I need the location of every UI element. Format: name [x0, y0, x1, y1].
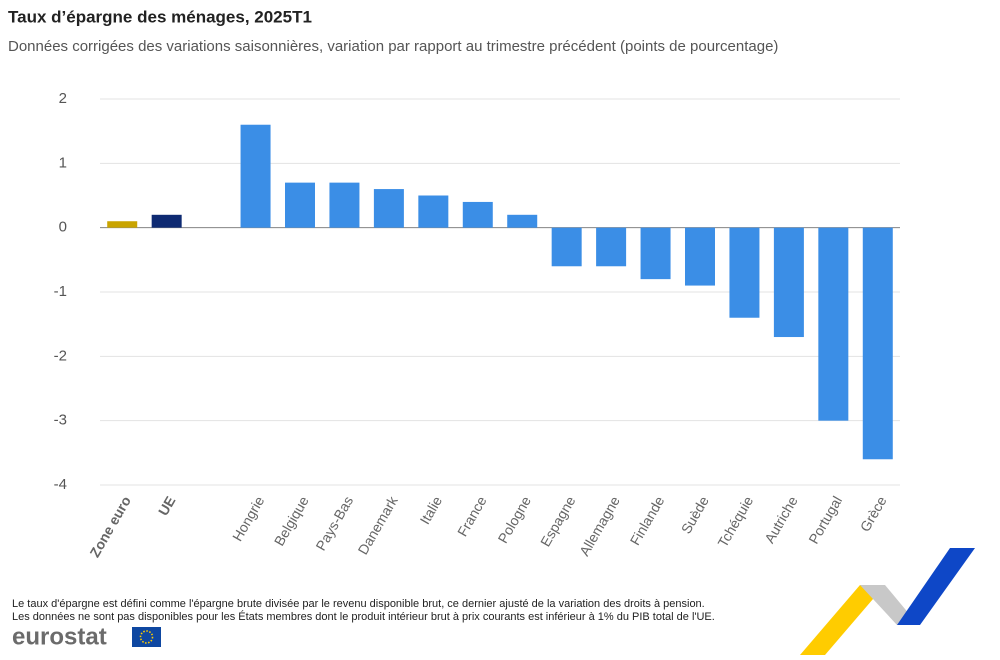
- decoration: [800, 548, 975, 655]
- y-tick-label: -2: [54, 347, 67, 364]
- footnote: Le taux d'épargne est défini comme l'épa…: [12, 598, 705, 610]
- x-tick-label: Espagne: [537, 493, 579, 549]
- logo-text: eurostat: [12, 623, 107, 650]
- bar: [329, 182, 360, 228]
- x-tick-label: Suède: [678, 493, 712, 536]
- x-tick-label: Italie: [416, 493, 445, 527]
- bar: [640, 227, 671, 280]
- bar: [151, 214, 182, 228]
- bar: [418, 195, 449, 228]
- x-tick-label: Finlande: [627, 493, 668, 548]
- bar: [507, 214, 538, 228]
- x-tick-label: Autriche: [761, 493, 801, 546]
- x-tick-label: Portugal: [805, 493, 845, 546]
- y-tick-label: 2: [59, 90, 67, 107]
- chart-subtitle: Données corrigées des variations saisonn…: [8, 38, 778, 55]
- x-tick-label: Belgique: [271, 493, 312, 548]
- bar: [285, 182, 315, 228]
- bar: [773, 227, 804, 338]
- footnote: Les données ne sont pas disponibles pour…: [12, 610, 715, 623]
- y-tick-label: -3: [54, 412, 67, 429]
- x-tick-label: France: [454, 493, 490, 539]
- x-tick-label: Hongrie: [229, 493, 267, 544]
- bar: [107, 221, 138, 228]
- x-tick-label: Zone euro: [86, 493, 134, 560]
- x-tick-label: Allemagne: [576, 493, 623, 558]
- y-tick-label: -4: [54, 476, 67, 493]
- bar: [729, 227, 760, 318]
- x-tick-label: UE: [155, 493, 179, 518]
- y-tick-label: -1: [54, 283, 67, 300]
- bar: [240, 124, 271, 228]
- bar: [596, 227, 627, 267]
- bar: [818, 227, 849, 421]
- bar: [685, 227, 715, 286]
- x-tick-label: Pologne: [494, 493, 534, 546]
- y-tick-label: 0: [59, 219, 67, 236]
- bar: [862, 227, 893, 460]
- chart-title: Taux d’épargne des ménages, 2025T1: [8, 7, 312, 26]
- x-tick-label: Grèce: [857, 493, 890, 534]
- x-tick-label: Pays-Bas: [312, 493, 356, 553]
- y-tick-label: 1: [59, 154, 67, 171]
- bar: [373, 189, 404, 228]
- bar: [551, 227, 582, 267]
- x-tick-label: Danemark: [355, 492, 402, 557]
- eu-flag: [132, 627, 161, 647]
- bar: [462, 201, 493, 228]
- x-tick-label: Tchéquie: [714, 493, 756, 550]
